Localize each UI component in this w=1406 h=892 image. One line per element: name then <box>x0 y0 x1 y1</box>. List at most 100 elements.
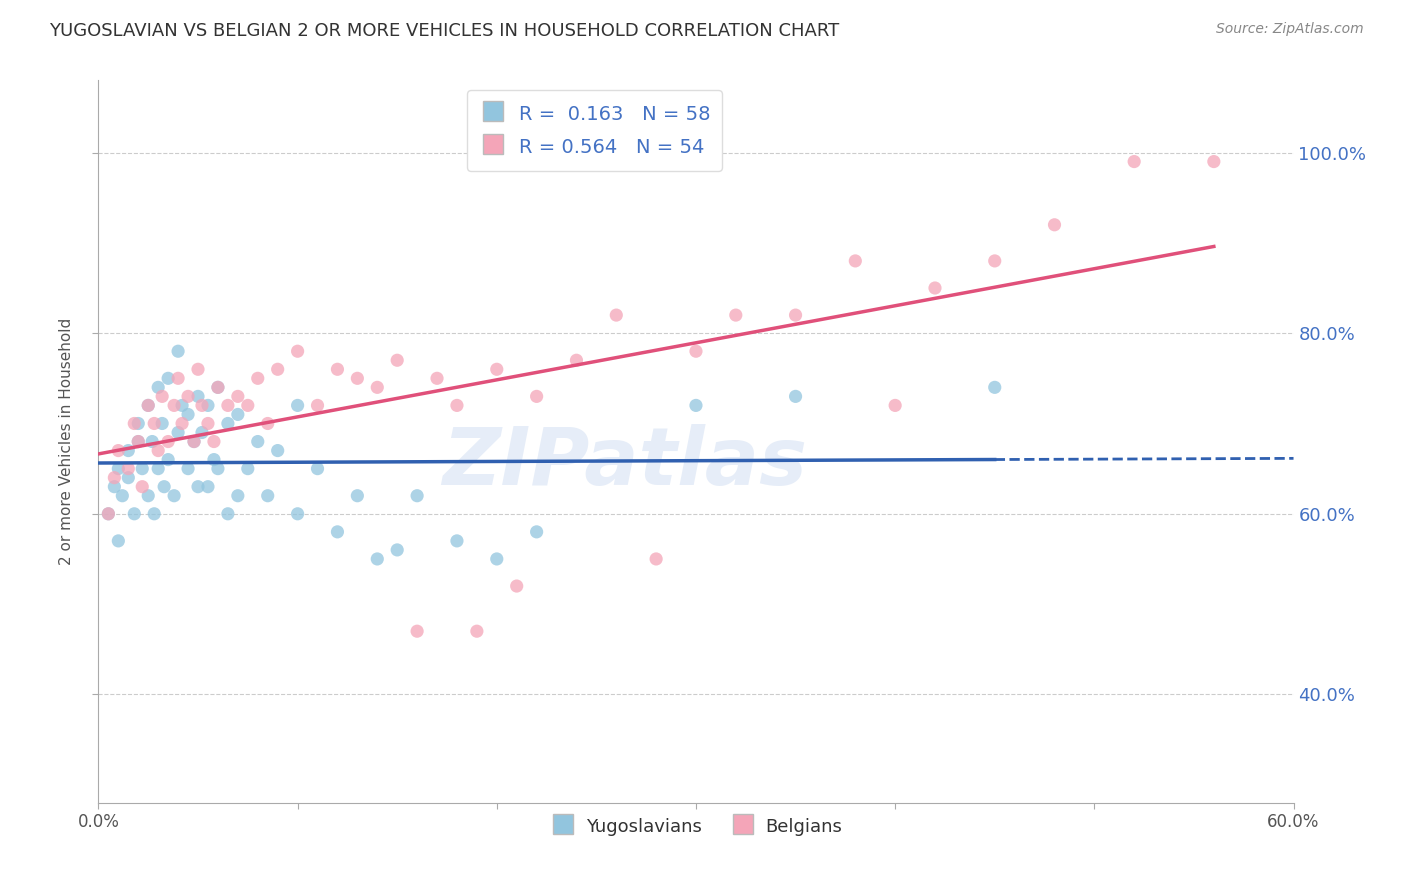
Point <box>157 452 180 467</box>
Point <box>172 398 194 412</box>
Point <box>187 389 209 403</box>
Point <box>191 398 214 412</box>
Point <box>172 417 194 431</box>
Point <box>97 507 120 521</box>
Point <box>217 398 239 412</box>
Point <box>346 371 368 385</box>
Point <box>136 398 159 412</box>
Point <box>157 371 180 385</box>
Point <box>236 398 259 412</box>
Point <box>246 434 269 449</box>
Point <box>366 552 388 566</box>
Point <box>346 489 368 503</box>
Point <box>107 461 129 475</box>
Point <box>177 408 200 422</box>
Point <box>785 389 807 403</box>
Point <box>984 254 1007 268</box>
Point <box>217 417 239 431</box>
Point <box>117 461 139 475</box>
Point <box>884 398 907 412</box>
Point <box>167 344 190 359</box>
Point <box>565 353 588 368</box>
Point <box>1202 154 1225 169</box>
Point <box>124 507 146 521</box>
Point <box>287 344 309 359</box>
Point <box>163 489 186 503</box>
Point <box>207 380 229 394</box>
Point <box>485 362 508 376</box>
Point <box>163 398 186 412</box>
Point <box>207 461 229 475</box>
Point <box>191 425 214 440</box>
Point <box>217 507 239 521</box>
Point <box>187 362 209 376</box>
Point <box>426 371 449 385</box>
Point <box>526 524 548 539</box>
Point <box>326 524 349 539</box>
Point <box>131 461 153 475</box>
Point <box>287 398 309 412</box>
Point <box>103 471 125 485</box>
Point <box>197 417 219 431</box>
Point <box>226 389 249 403</box>
Point <box>984 380 1007 394</box>
Point <box>385 353 409 368</box>
Point <box>256 489 278 503</box>
Point <box>183 434 205 449</box>
Point <box>107 533 129 548</box>
Point <box>406 624 429 639</box>
Point <box>685 398 707 412</box>
Point <box>605 308 627 322</box>
Point <box>724 308 747 322</box>
Point <box>153 480 176 494</box>
Point <box>1043 218 1066 232</box>
Point <box>127 434 149 449</box>
Point <box>107 443 129 458</box>
Point <box>150 417 173 431</box>
Point <box>326 362 349 376</box>
Point <box>267 362 290 376</box>
Point <box>127 417 149 431</box>
Point <box>685 344 707 359</box>
Point <box>226 408 249 422</box>
Point <box>103 480 125 494</box>
Point <box>111 489 134 503</box>
Point <box>131 480 153 494</box>
Point <box>148 443 170 458</box>
Point <box>385 542 409 557</box>
Point <box>150 389 173 403</box>
Point <box>167 371 190 385</box>
Point <box>197 480 219 494</box>
Point <box>307 461 329 475</box>
Text: Source: ZipAtlas.com: Source: ZipAtlas.com <box>1216 22 1364 37</box>
Text: ZIPatlas: ZIPatlas <box>441 425 807 502</box>
Text: YUGOSLAVIAN VS BELGIAN 2 OR MORE VEHICLES IN HOUSEHOLD CORRELATION CHART: YUGOSLAVIAN VS BELGIAN 2 OR MORE VEHICLE… <box>49 22 839 40</box>
Legend: Yugoslavians, Belgians: Yugoslavians, Belgians <box>543 808 849 845</box>
Point <box>97 507 120 521</box>
Point <box>177 461 200 475</box>
Point <box>267 443 290 458</box>
Point <box>446 398 468 412</box>
Point <box>202 434 225 449</box>
Point <box>143 417 166 431</box>
Point <box>148 380 170 394</box>
Point <box>148 461 170 475</box>
Point <box>645 552 668 566</box>
Point <box>207 380 229 394</box>
Point <box>117 471 139 485</box>
Point <box>526 389 548 403</box>
Point <box>446 533 468 548</box>
Point <box>465 624 488 639</box>
Point <box>287 507 309 521</box>
Point <box>307 398 329 412</box>
Point <box>187 480 209 494</box>
Point <box>406 489 429 503</box>
Point <box>124 417 146 431</box>
Point <box>157 434 180 449</box>
Y-axis label: 2 or more Vehicles in Household: 2 or more Vehicles in Household <box>59 318 75 566</box>
Point <box>785 308 807 322</box>
Point <box>127 434 149 449</box>
Point <box>226 489 249 503</box>
Point <box>183 434 205 449</box>
Point <box>136 489 159 503</box>
